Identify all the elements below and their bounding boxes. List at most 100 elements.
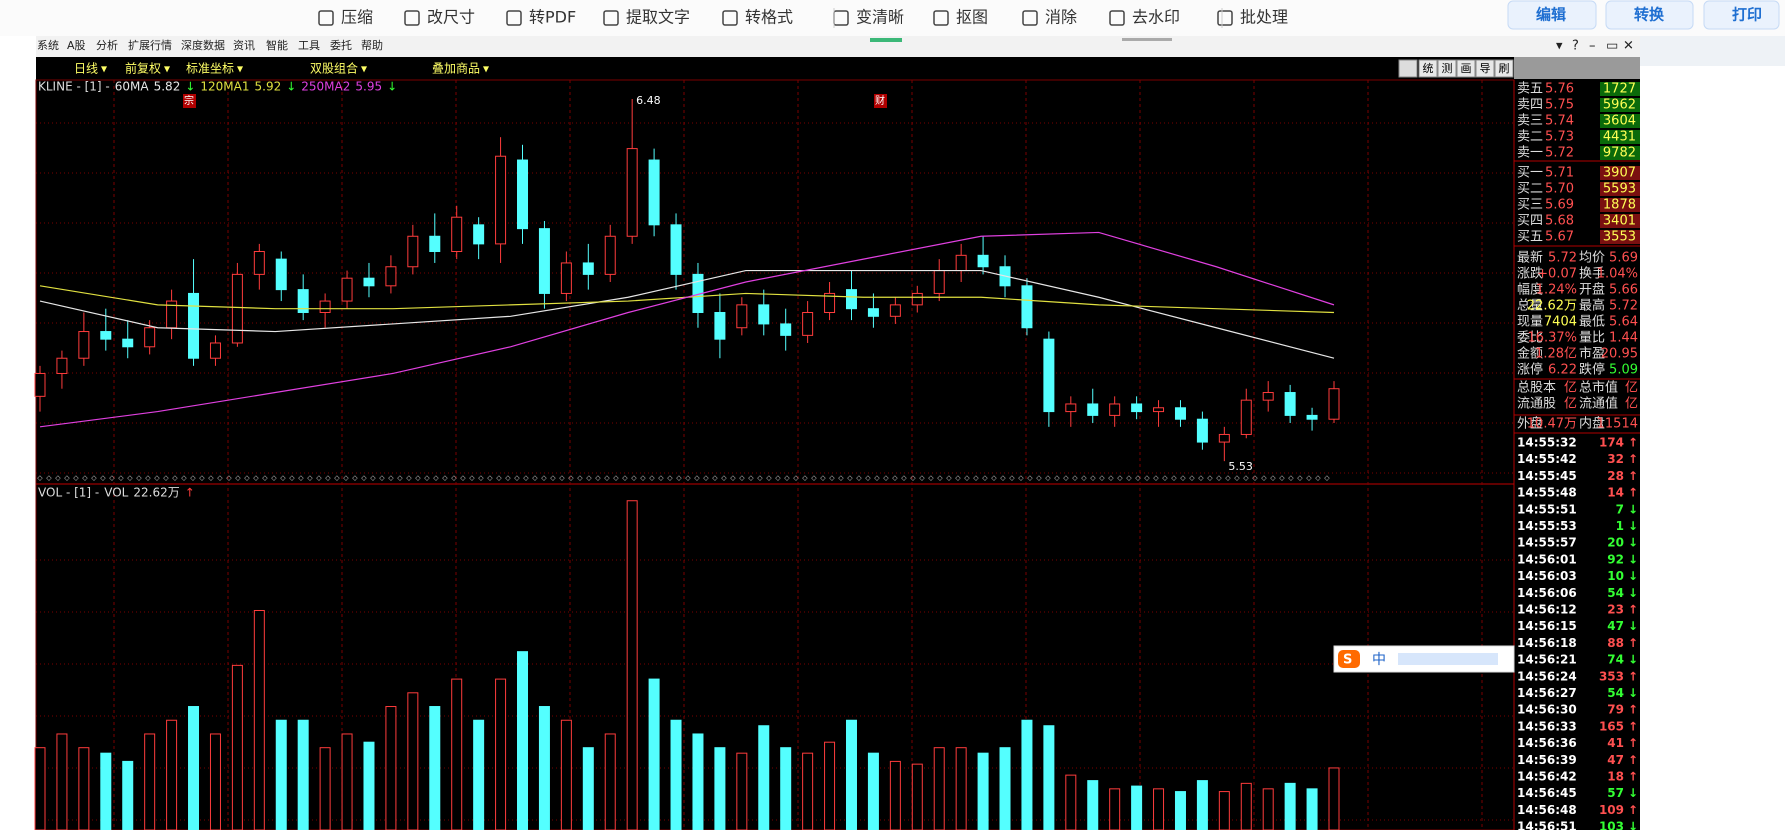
ime-mode[interactable]: 中 (1372, 652, 1386, 668)
diamond: ◇ (1018, 474, 1024, 482)
diamond: ◇ (568, 474, 574, 482)
subtoolbar-item[interactable]: 叠加商品 (432, 61, 480, 76)
volume-bar (253, 609, 265, 830)
toolbar-item[interactable]: 消除 (1045, 8, 1077, 27)
toolbar-button[interactable] (1605, 0, 1694, 30)
diamond: ◇ (37, 474, 43, 482)
menu-item[interactable]: 委托 (330, 38, 352, 52)
toolbar-icon (1022, 10, 1038, 26)
diamond: ◇ (496, 474, 502, 482)
toolbar-item[interactable]: 转格式 (745, 8, 793, 27)
trade-direction: ↑ (1628, 803, 1638, 817)
toolbar-item[interactable]: 改尺寸 (427, 8, 475, 27)
trade-time: 14:55:57 (1517, 536, 1577, 550)
menu-item[interactable]: 帮助 (361, 38, 383, 52)
tool-move[interactable] (1398, 59, 1418, 78)
menu-item[interactable]: 系统 (37, 39, 59, 52)
chart-tool-label[interactable]: 统 (1423, 62, 1434, 75)
window-restore[interactable]: ▭ (1606, 39, 1618, 54)
order-volume-bg (1600, 182, 1640, 196)
order-volume: 1878 (1603, 198, 1636, 213)
menu-item[interactable]: 工具 (298, 39, 320, 52)
stat-label: 换手 (1579, 267, 1605, 282)
chart-tool-label[interactable]: 测 (1442, 62, 1453, 75)
diamond: ◇ (541, 474, 547, 482)
trade-volume: 54 (1607, 586, 1624, 600)
window-help[interactable]: ? (1572, 39, 1579, 54)
chart-tool-label[interactable]: 导 (1480, 62, 1491, 75)
candle-body (845, 289, 857, 310)
toolbar-button-label[interactable]: 打印 (1732, 6, 1762, 24)
diamond: ◇ (91, 474, 97, 482)
chart-tool-button[interactable] (1418, 59, 1438, 78)
trade-time: 14:56:51 (1517, 820, 1577, 830)
window-close[interactable]: ✕ (1623, 39, 1634, 54)
stat-label: 量比 (1579, 331, 1605, 346)
subtoolbar-item[interactable]: 双股组合 (310, 61, 358, 76)
diamond: ◇ (874, 474, 880, 482)
menu-item[interactable]: A股 (67, 39, 86, 52)
candle-body (56, 357, 68, 374)
stat-value: 5.72 (1548, 251, 1577, 266)
toolbar-item[interactable]: 抠图 (956, 8, 988, 27)
menu-item[interactable]: 分析 (96, 38, 118, 52)
diamond: ◇ (595, 474, 601, 482)
window-minimize[interactable]: – (1589, 39, 1596, 54)
toolbar-item[interactable]: 转PDF (529, 8, 576, 27)
chart-tool-label[interactable]: 刷 (1499, 62, 1510, 75)
toolbar-item[interactable]: 压缩 (341, 8, 373, 27)
candle-body (407, 235, 419, 268)
toolbar-item[interactable]: 提取文字 (626, 8, 690, 27)
volume-bar (1174, 791, 1186, 830)
diamond: ◇ (928, 474, 934, 482)
diamond: ◇ (460, 474, 466, 482)
candle-body (188, 292, 200, 359)
toolbar-button-label[interactable]: 编辑 (1536, 6, 1566, 24)
trade-volume: 353 (1599, 669, 1624, 683)
chart-tool-button[interactable] (1437, 59, 1457, 78)
diamond: ◇ (1207, 474, 1213, 482)
diamond: ◇ (415, 474, 421, 482)
candle-body (231, 273, 243, 344)
subtoolbar-item[interactable]: 日线 (74, 62, 98, 76)
candle-body (670, 224, 682, 275)
chart-tool-label[interactable]: 画 (1461, 62, 1472, 75)
trade-direction: ↓ (1628, 502, 1638, 516)
toolbar-item[interactable]: 批处理 (1240, 8, 1288, 27)
toolbar-item[interactable]: 去水印 (1132, 8, 1180, 27)
toolbar-button-label[interactable]: 转换 (1634, 6, 1665, 24)
menu-item[interactable]: 深度数据 (181, 38, 225, 52)
menu-item[interactable]: 智能 (266, 38, 288, 52)
stat-value: 1.24% (1536, 283, 1577, 298)
candle-body (34, 372, 46, 397)
stat-value: 6.22 (1548, 363, 1577, 378)
subtoolbar-item[interactable]: 标准坐标 (186, 62, 234, 76)
low-label: 5.53 (1228, 460, 1253, 473)
diamond: ◇ (847, 474, 853, 482)
subtoolbar-item[interactable]: 前复权 (125, 61, 161, 76)
order-volume: 5962 (1603, 98, 1636, 113)
chart-tool-button[interactable] (1494, 59, 1514, 78)
trade-volume: 79 (1607, 703, 1624, 717)
diamond: ◇ (217, 474, 223, 482)
chart-tool-button[interactable] (1475, 59, 1495, 78)
window-min-menu[interactable]: ▾ (1556, 39, 1563, 54)
volume-bar (297, 719, 309, 830)
menu-item[interactable]: 扩展行情 (128, 38, 172, 52)
diamond: ◇ (190, 474, 196, 482)
diamond: ◇ (658, 474, 664, 482)
chart-tool-button[interactable] (1456, 59, 1476, 78)
scroll-indicator (1122, 38, 1172, 41)
dropdown-arrow: ▾ (101, 62, 107, 76)
trade-direction: ↑ (1628, 636, 1638, 650)
trade-volume: 23 (1607, 603, 1624, 617)
toolbar-button[interactable] (1507, 0, 1597, 30)
candle-body (867, 308, 879, 317)
candle-body (736, 304, 748, 329)
trade-time: 14:56:45 (1517, 786, 1577, 800)
menu-item[interactable]: 资讯 (233, 39, 255, 52)
diamond: ◇ (1261, 474, 1267, 482)
candle-body (582, 262, 594, 275)
toolbar-button[interactable] (1703, 0, 1780, 30)
toolbar-item[interactable]: 变清晰 (856, 8, 904, 27)
